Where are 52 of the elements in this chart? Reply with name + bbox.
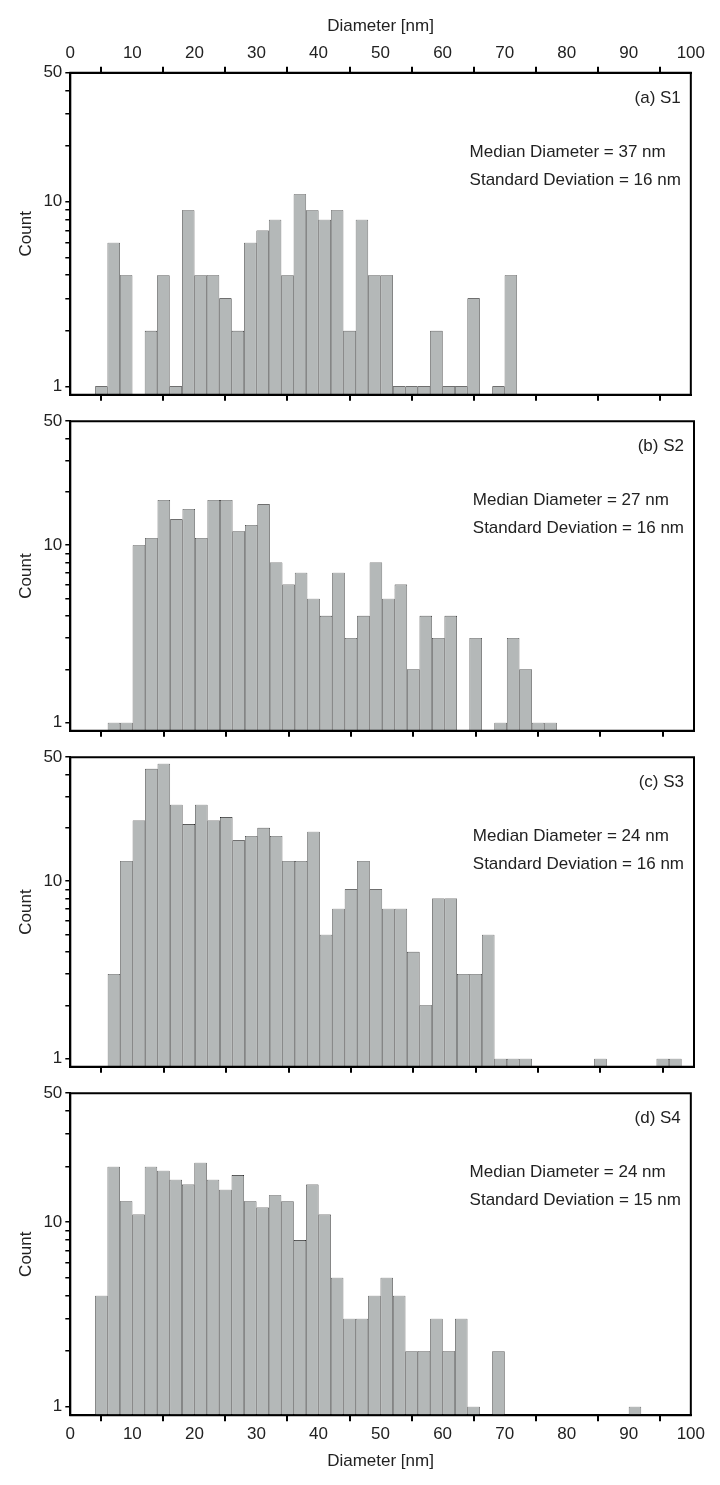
x-tick-label: 50 — [371, 1424, 391, 1444]
annotation: Median Diameter = 24 nm — [469, 1162, 666, 1182]
y-tick-label: 10 — [43, 191, 63, 211]
annotation: (d) S4 — [634, 1108, 681, 1128]
y-tick-label: 1 — [52, 1396, 63, 1416]
x-tick-label: 80 — [557, 1424, 577, 1444]
annotation: Median Diameter = 27 nm — [472, 490, 669, 510]
y-tick-label: 10 — [43, 534, 63, 554]
y-axis-title: Count — [15, 889, 35, 935]
annotation: Standard Deviation = 16 nm — [469, 169, 681, 189]
x2-tick-label: 80 — [557, 43, 577, 63]
x2-tick-label: 50 — [371, 43, 391, 63]
x-tick-label: 60 — [433, 1424, 453, 1444]
y-axis-title: Count — [15, 210, 35, 257]
x2-axis-title: Diameter [nm] — [327, 15, 434, 35]
x-tick-label: 0 — [65, 1424, 76, 1444]
x2-tick-label: 10 — [122, 43, 142, 63]
annotation: Median Diameter = 37 nm — [469, 141, 666, 161]
annotation: Standard Deviation = 16 nm — [472, 854, 685, 874]
x2-tick-label: 60 — [433, 43, 453, 63]
annotation: (a) S1 — [634, 87, 681, 107]
y-tick-label: 10 — [43, 1211, 63, 1231]
x2-tick-label: 0 — [65, 43, 76, 63]
y-axis-title: Count — [15, 1231, 35, 1277]
y-tick-label: 1 — [52, 1048, 63, 1068]
x-tick-label: 10 — [122, 1424, 142, 1444]
annotation: Standard Deviation = 16 nm — [472, 518, 685, 538]
x2-tick-label: 40 — [309, 43, 328, 63]
x-tick-label: 70 — [495, 1424, 515, 1444]
x-axis-title: Diameter [nm] — [327, 1451, 434, 1471]
y-tick-label: 1 — [52, 376, 63, 396]
x-tick-label: 100 — [676, 1424, 706, 1444]
annotation: (b) S2 — [637, 436, 684, 456]
x-tick-label: 90 — [619, 1424, 639, 1444]
annotation: Standard Deviation = 15 nm — [469, 1190, 681, 1210]
x-tick-label: 40 — [309, 1424, 328, 1444]
x-tick-label: 20 — [184, 1424, 204, 1444]
y-tick-label: 50 — [43, 62, 63, 82]
x2-tick-label: 90 — [619, 43, 639, 63]
y-tick-label: 50 — [43, 746, 63, 766]
y-axis-title: Count — [15, 553, 35, 599]
y-tick-label: 1 — [52, 712, 63, 732]
x2-tick-label: 70 — [495, 43, 515, 63]
annotation: (c) S3 — [638, 772, 684, 792]
x2-tick-label: 100 — [676, 43, 706, 63]
x-tick-label: 30 — [247, 1424, 266, 1444]
y-tick-label: 50 — [43, 1082, 63, 1102]
x2-tick-label: 20 — [184, 43, 204, 63]
y-tick-label: 10 — [43, 870, 63, 890]
x2-tick-label: 30 — [247, 43, 266, 63]
annotation: Median Diameter = 24 nm — [472, 826, 669, 846]
y-tick-label: 50 — [43, 410, 63, 430]
